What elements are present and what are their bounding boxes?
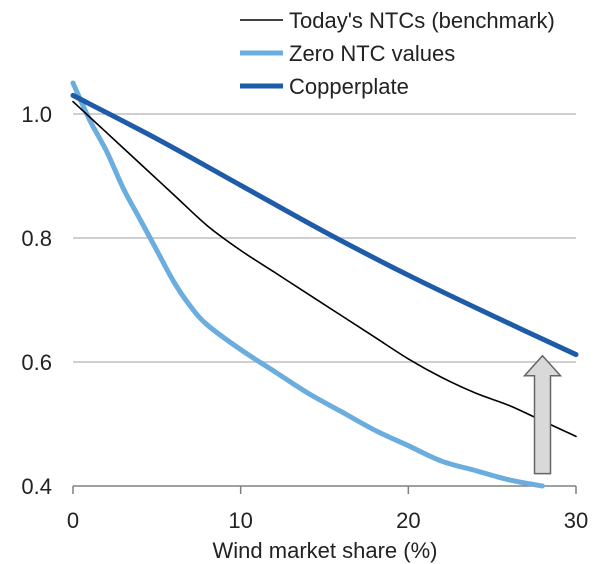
x-axis-title: Wind market share (%) [213,538,438,563]
x-tick-label: 20 [396,508,420,533]
annotations [522,354,563,475]
legend-label-today-s-ntcs-benchmark: Today's NTCs (benchmark) [289,8,555,33]
series-line-copperplate [70,92,579,358]
legend-label-copperplate: Copperplate [289,74,409,99]
y-tick-label: 0.4 [21,474,52,499]
x-tick-label: 30 [564,508,588,533]
axes: 0.4 0.6 0.8 1.0 0 10 20 30 [21,102,588,533]
series-lines [70,80,579,489]
x-tick-label: 0 [67,508,79,533]
y-tick-label: 0.8 [21,226,52,251]
y-tick-label: 1.0 [21,102,52,127]
up-arrow-icon [522,354,563,475]
series-line-zero-ntc-values [70,80,545,489]
series-line-today-s-ntcs-benchmark [72,100,577,438]
x-tick-label: 10 [228,508,252,533]
gridlines [73,113,576,363]
y-tick-label: 0.6 [21,350,52,375]
legend: Today's NTCs (benchmark) Zero NTC values C… [240,8,555,99]
legend-label-zero-ntc-values: Zero NTC values [289,41,455,66]
